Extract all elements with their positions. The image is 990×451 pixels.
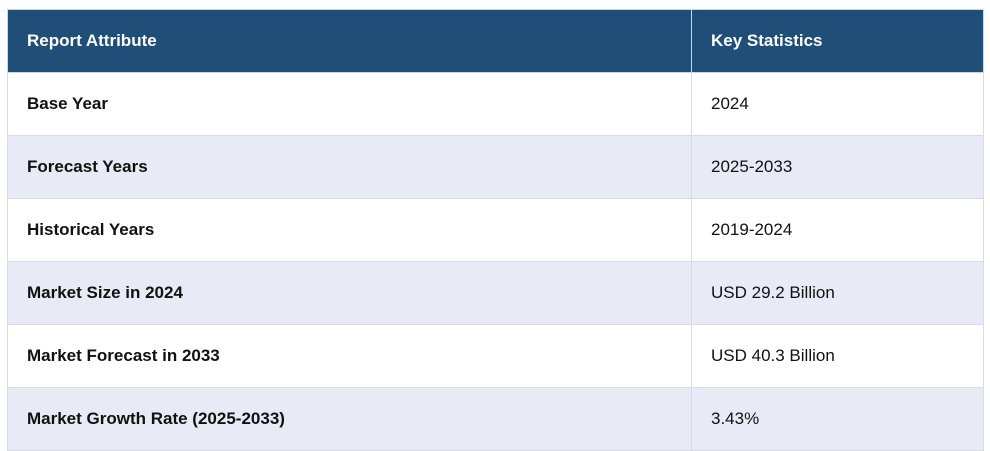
value-cell: 3.43% [691,387,984,451]
header-cell: Report Attribute [7,9,692,73]
data-table: Report Attribute Key Statistics Base Year… [7,9,984,451]
attribute-cell: Market Size in 2024 [7,261,692,325]
table-row: Market Growth Rate (2025-2033) 3.43% [7,387,984,451]
table-body: Base Year 2024 Forecast Years 2025-2033 Hist… [7,72,984,451]
header-cell: Key Statistics [691,9,984,73]
table-row: Market Size in 2024 USD 29.2 Billion [7,261,984,325]
attribute-cell: Market Growth Rate (2025-2033) [7,387,692,451]
value-cell: USD 29.2 Billion [691,261,984,325]
table-row: Historical Years 2019-2024 [7,198,984,262]
attribute-cell: Base Year [7,72,692,136]
value-cell: 2024 [691,72,984,136]
table-row: Market Forecast in 2033 USD 40.3 Billion [7,324,984,388]
attribute-cell: Forecast Years [7,135,692,199]
value-cell: 2025-2033 [691,135,984,199]
table-row: Forecast Years 2025-2033 [7,135,984,199]
attribute-cell: Historical Years [7,198,692,262]
value-cell: 2019-2024 [691,198,984,262]
value-cell: USD 40.3 Billion [691,324,984,388]
attribute-cell: Market Forecast in 2033 [7,324,692,388]
header-row: Report Attribute Key Statistics [7,9,984,73]
table-row: Base Year 2024 [7,72,984,136]
